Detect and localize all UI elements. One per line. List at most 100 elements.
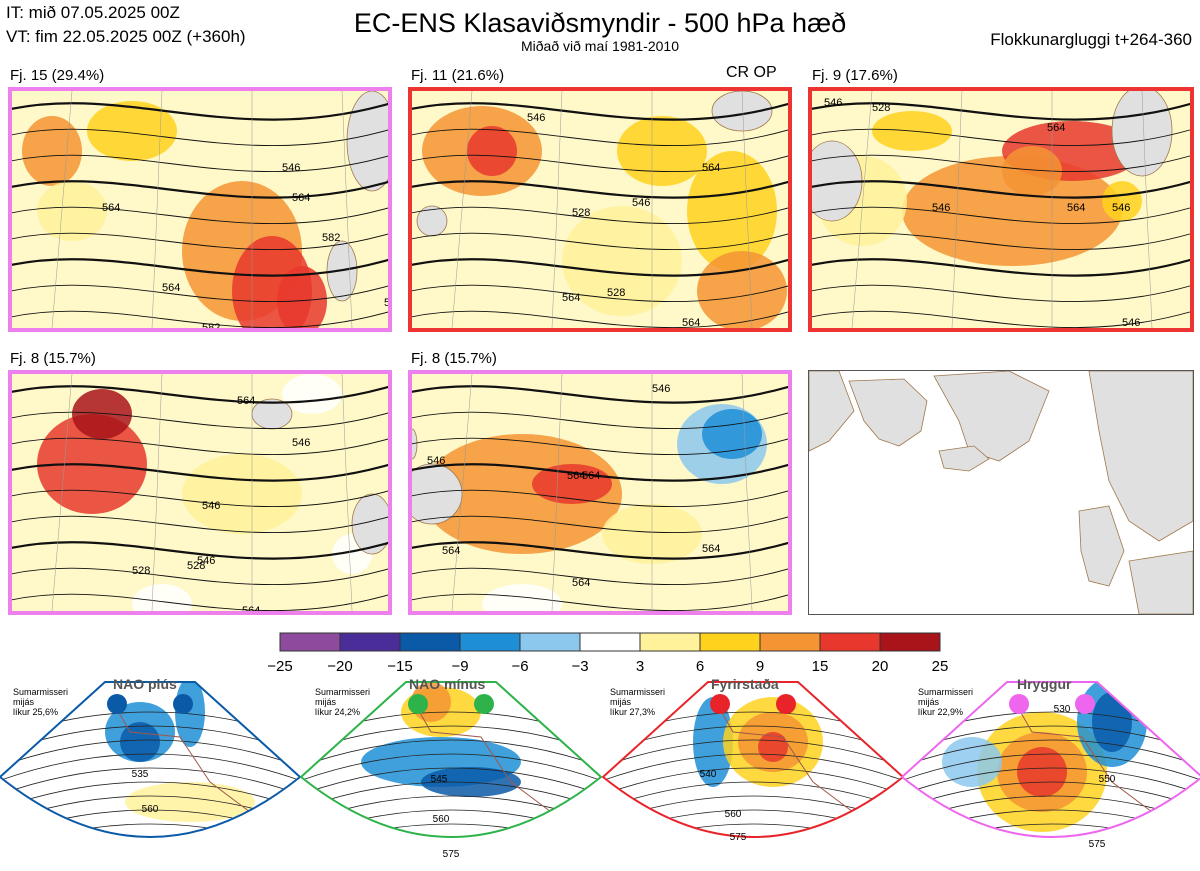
greenland-land-2 xyxy=(933,371,1050,462)
height-contour-3 xyxy=(412,437,788,456)
contour-label: 546 xyxy=(282,162,300,174)
contour-label: 546 xyxy=(527,112,545,124)
anomaly-area-5 xyxy=(87,101,177,161)
graticule-line xyxy=(851,91,873,328)
regime-contour xyxy=(902,781,1200,813)
regime-info-ridge: Sumarmisseri mijás líkur 22,9% xyxy=(918,687,974,717)
anomaly-area-3 xyxy=(1002,146,1062,196)
regime-marker-dot xyxy=(1075,694,1095,714)
colorbar-swatch-11 xyxy=(879,632,941,652)
contour-label: 528 xyxy=(132,565,150,577)
height-contour-1 xyxy=(812,102,1190,121)
regime-marker-dot xyxy=(474,694,494,714)
contour-label: 564 xyxy=(572,577,590,589)
anomaly-area-2 xyxy=(532,464,612,504)
colorbar-tick-label: 9 xyxy=(756,658,764,673)
height-contour-8 xyxy=(12,567,388,586)
height-contour-9 xyxy=(812,310,1190,328)
colorbar-swatch-5 xyxy=(519,632,581,652)
cluster-map-3: 546 528 546 564 546 564 546 xyxy=(808,87,1194,332)
contour-label: 528 xyxy=(187,560,205,572)
height-contour-3 xyxy=(412,154,788,173)
regime-sector-4: 530 550 575 xyxy=(900,681,1200,850)
cluster-label-2: Fj. 11 (21.6%) xyxy=(411,67,505,84)
height-contour-4 xyxy=(412,180,788,199)
regime-contour xyxy=(0,767,300,799)
anomaly-area-4 xyxy=(702,409,762,459)
regime-contour-label: 540 xyxy=(700,769,717,780)
contour-label: 546 xyxy=(1112,202,1130,214)
height-contour-7 xyxy=(12,258,388,277)
colorbar-tick-label: −9 xyxy=(451,658,468,673)
height-contour-8 xyxy=(812,284,1190,303)
cluster-label-5: Fj. 8 (15.7%) xyxy=(411,350,497,367)
colorbar-tick-label: −3 xyxy=(571,658,588,673)
regime-contour-label: 545 xyxy=(431,774,448,785)
colorbar-tick-label: 6 xyxy=(696,658,704,673)
regime-label-nao-plus: NAO plús xyxy=(113,676,177,692)
regime-contour xyxy=(301,781,601,813)
contour-label: 582 xyxy=(202,322,220,328)
contour-label: 546 xyxy=(1122,317,1140,328)
europe-land xyxy=(1128,550,1193,614)
regime-contour xyxy=(902,823,1200,837)
contour-label: 546 xyxy=(202,500,220,512)
chart-subtitle: Miðað við maí 1981-2010 xyxy=(521,38,679,54)
land-area-1 xyxy=(351,493,388,555)
height-contour-9 xyxy=(12,310,388,328)
cluster-map-4: 546 546 528 546 564 528 564 xyxy=(8,370,392,615)
contour-label: 564 xyxy=(162,282,180,294)
regime-contour-label: 560 xyxy=(725,809,742,820)
regime-contour xyxy=(902,767,1200,799)
colorbar-swatch-9 xyxy=(759,632,821,652)
regime-label-ridge: Hryggur xyxy=(1017,676,1072,692)
cluster-map-svg-1: 564 546 564 582 564 58 582 xyxy=(12,91,388,328)
graticule-line xyxy=(151,374,163,611)
height-contour-6 xyxy=(412,232,788,251)
height-contour-4 xyxy=(12,463,388,482)
regime-anomaly-2 xyxy=(120,722,160,762)
regime-contour xyxy=(603,767,903,799)
graticule-line xyxy=(741,374,753,611)
graticule-line xyxy=(451,91,473,328)
regime-contour xyxy=(0,781,300,813)
graticule-line xyxy=(51,91,73,328)
contour-label: 564 xyxy=(442,545,460,557)
regime-label-blocking: Fyrirstaða xyxy=(711,676,779,692)
colorbar-swatch-2 xyxy=(339,632,401,652)
colorbar-tick-label: 3 xyxy=(636,658,644,673)
contour-label: 546 xyxy=(932,202,950,214)
control-operational-label: CR OP xyxy=(726,64,777,81)
anomaly-area-2 xyxy=(72,389,132,439)
height-contour-5 xyxy=(12,206,388,225)
colorbar-swatch-10 xyxy=(819,632,881,652)
regime-anomaly-4 xyxy=(125,782,255,822)
regime-info-blocking: Sumarmisseri mijás líkur 27,3% xyxy=(610,687,666,717)
cluster-map-svg-2: 546 528 546 564 528 564 564 xyxy=(412,91,788,328)
anomaly-area-6 xyxy=(617,116,707,186)
regime-anomaly-5 xyxy=(1092,692,1132,752)
colorbar-tick-label: 15 xyxy=(812,658,829,673)
anomaly-area-5 xyxy=(132,584,192,611)
regime-contour xyxy=(902,753,1200,785)
land-map-svg xyxy=(809,371,1193,614)
contour-label: 564 xyxy=(682,317,700,328)
regime-contour xyxy=(603,753,903,785)
regime-contour xyxy=(301,823,601,837)
height-contour-3 xyxy=(12,154,388,173)
britain-land xyxy=(1078,505,1125,587)
height-contour-5 xyxy=(412,206,788,225)
height-contour-2 xyxy=(12,411,388,430)
regime-outline xyxy=(900,681,1200,838)
graticule-line xyxy=(51,374,73,611)
colorbar: −25 −20 −15 −9 −6 −3 3 6 9 15 20 25 xyxy=(267,632,948,673)
height-contour-8 xyxy=(12,284,388,303)
regime-coastline xyxy=(712,696,854,813)
regime-anomaly-3 xyxy=(1017,747,1067,797)
graticule-line xyxy=(341,91,353,328)
colorbar-swatch-8 xyxy=(699,632,761,652)
chart-title: EC-ENS Klasaviðsmyndir - 500 hPa hæð xyxy=(353,8,847,38)
anomaly-area-6 xyxy=(37,181,107,241)
cluster-label-1: Fj. 15 (29.4%) xyxy=(10,67,105,84)
colorbar-tick-label: −20 xyxy=(327,658,352,673)
